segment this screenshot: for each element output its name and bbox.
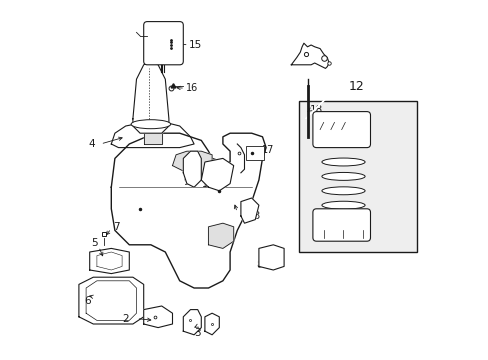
FancyBboxPatch shape: [312, 112, 370, 148]
Text: 18: 18: [309, 105, 323, 115]
Text: 17: 17: [262, 145, 274, 156]
Ellipse shape: [321, 158, 365, 166]
Text: 11: 11: [138, 123, 150, 133]
Text: 5: 5: [91, 238, 98, 248]
Polygon shape: [89, 248, 129, 274]
Text: 10: 10: [202, 179, 214, 189]
Polygon shape: [143, 133, 162, 144]
Text: 12: 12: [347, 80, 363, 93]
Polygon shape: [208, 223, 233, 248]
Polygon shape: [241, 198, 258, 223]
Polygon shape: [111, 133, 265, 288]
Polygon shape: [133, 83, 162, 119]
Polygon shape: [79, 277, 143, 324]
Polygon shape: [204, 313, 219, 335]
Text: 15: 15: [189, 40, 202, 50]
Polygon shape: [305, 83, 341, 119]
FancyBboxPatch shape: [246, 146, 264, 160]
Polygon shape: [201, 158, 233, 191]
Text: 8: 8: [255, 260, 262, 270]
FancyBboxPatch shape: [298, 101, 416, 252]
Text: 3: 3: [194, 328, 201, 338]
Polygon shape: [258, 245, 284, 270]
Text: 7: 7: [113, 222, 120, 232]
Text: 2: 2: [122, 314, 129, 324]
Ellipse shape: [321, 201, 365, 209]
Polygon shape: [143, 306, 172, 328]
Ellipse shape: [321, 172, 365, 180]
Text: 13: 13: [249, 211, 261, 221]
Text: 1: 1: [241, 211, 247, 221]
Polygon shape: [183, 151, 201, 187]
Polygon shape: [133, 61, 168, 133]
Text: 6: 6: [84, 296, 91, 306]
Polygon shape: [291, 43, 328, 68]
Text: 9: 9: [183, 177, 190, 187]
FancyBboxPatch shape: [312, 209, 370, 241]
Text: 14: 14: [150, 101, 162, 111]
Polygon shape: [183, 310, 201, 335]
Polygon shape: [172, 151, 212, 173]
Text: 16: 16: [185, 83, 197, 93]
Polygon shape: [111, 122, 194, 148]
Text: 4: 4: [88, 139, 95, 149]
Ellipse shape: [131, 120, 170, 129]
Ellipse shape: [321, 187, 365, 195]
FancyBboxPatch shape: [143, 22, 183, 65]
